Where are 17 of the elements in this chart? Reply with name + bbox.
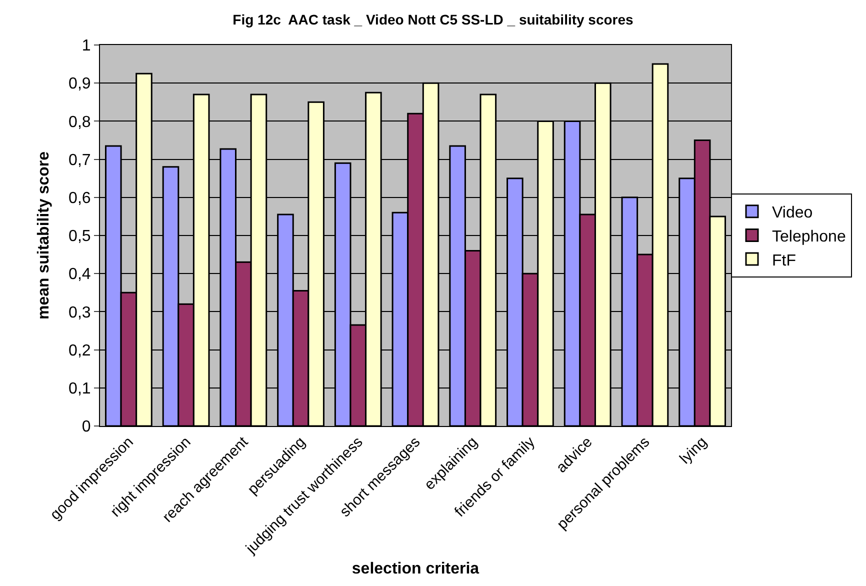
y-tick-label: 0,2 [68, 342, 91, 360]
y-tick-label: 0,7 [68, 152, 91, 169]
y-tick-label: 0 [82, 418, 91, 436]
y-axis-title: mean suitability score [35, 151, 52, 320]
y-tick-label: 0,8 [68, 114, 91, 131]
y-tick-label: 0,6 [68, 190, 91, 207]
y-tick-label: 0,4 [68, 266, 91, 284]
y-tick-label: 1 [82, 38, 91, 55]
y-tick-label: 0,5 [68, 228, 91, 246]
legend-label: FtF [772, 252, 796, 270]
legend-label: Telephone [772, 228, 846, 246]
chart-title: Fig 12c AAC task _ Video Nott C5 SS-LD _ suitability scores [232, 11, 634, 28]
y-tick-label: 0,9 [68, 76, 91, 93]
legend-label: Video [772, 204, 813, 222]
y-tick-label: 0,1 [68, 380, 91, 398]
y-tick-label: 0,3 [68, 304, 91, 322]
x-axis-title: selection criteria [352, 560, 480, 578]
